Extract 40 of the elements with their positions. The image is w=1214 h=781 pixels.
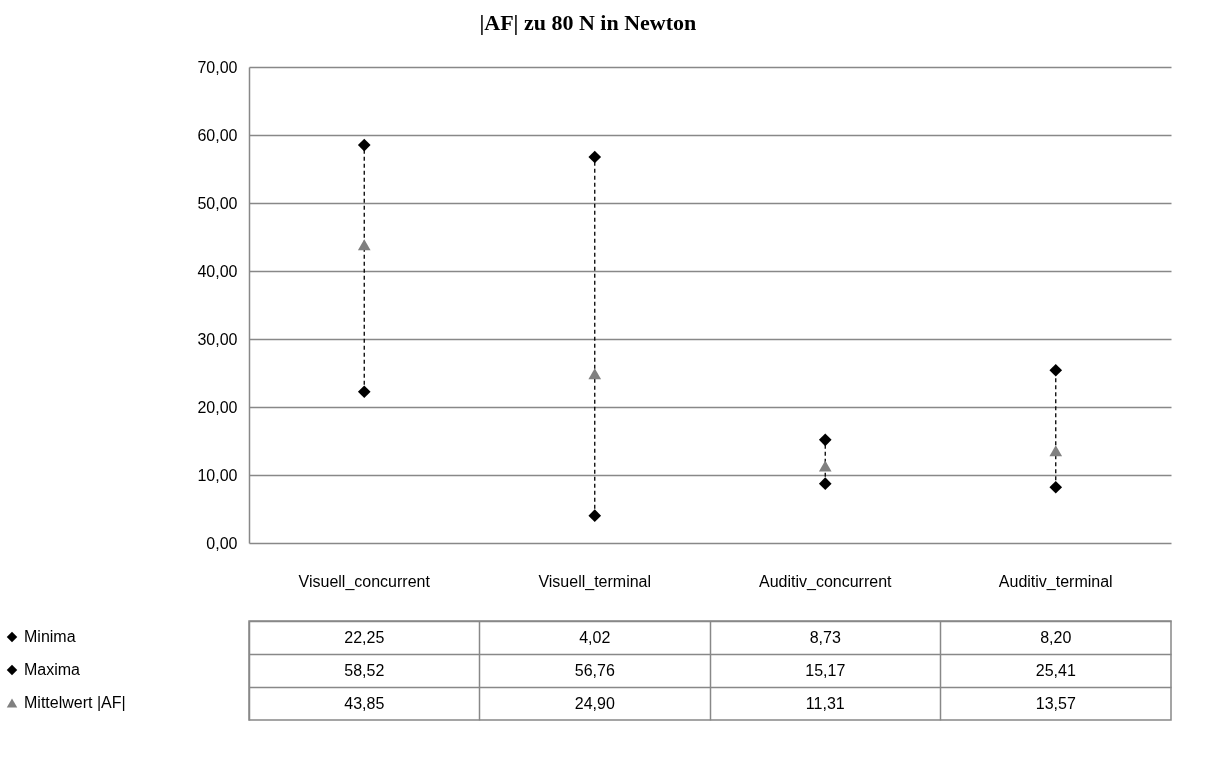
data-label: 22,25 [344, 628, 385, 646]
point [588, 150, 602, 164]
data-label: 13,57 [1035, 694, 1076, 712]
y-tick-label: 10,00 [197, 466, 238, 484]
data-label: 43,85 [344, 694, 385, 712]
chart-title: |AF| zu 80 N in Newton [479, 10, 697, 35]
point [357, 239, 371, 251]
y-tick-label: 70,00 [197, 58, 238, 76]
y-tick-label: 0,00 [206, 534, 238, 552]
point [818, 460, 832, 472]
point [818, 433, 832, 447]
x-tick-label: Visuell_concurrent [298, 572, 431, 591]
point [357, 385, 371, 399]
data-label: 8,20 [1040, 628, 1072, 646]
point [818, 477, 832, 490]
data-label: 8,73 [809, 628, 841, 646]
point [588, 509, 602, 522]
point [1049, 445, 1063, 457]
point [1049, 363, 1063, 377]
point [588, 368, 602, 380]
point [357, 138, 371, 152]
data-label: 4,02 [579, 628, 611, 646]
y-tick-label: 50,00 [197, 194, 238, 212]
y-tick-label: 60,00 [197, 126, 238, 144]
data-label: 11,31 [805, 694, 845, 712]
legend-label: Maxima [24, 661, 81, 678]
y-tick-label: 30,00 [197, 330, 238, 348]
data-label: 58,52 [344, 661, 385, 679]
data-label: 24,90 [574, 694, 615, 712]
x-tick-label: Auditiv_concurrent [758, 572, 893, 591]
data-label: 25,41 [1035, 661, 1076, 679]
x-tick-label: Visuell_terminal [538, 572, 652, 591]
point [1049, 480, 1063, 494]
x-tick-label: Auditiv_terminal [998, 572, 1113, 591]
legend-label: Mittelwert |AF| [24, 694, 126, 711]
data-label: 15,17 [805, 661, 846, 679]
y-tick-label: 20,00 [197, 398, 238, 416]
y-tick-label: 40,00 [197, 262, 238, 280]
data-label: 56,76 [574, 661, 615, 679]
legend-label: Minima [24, 628, 76, 645]
